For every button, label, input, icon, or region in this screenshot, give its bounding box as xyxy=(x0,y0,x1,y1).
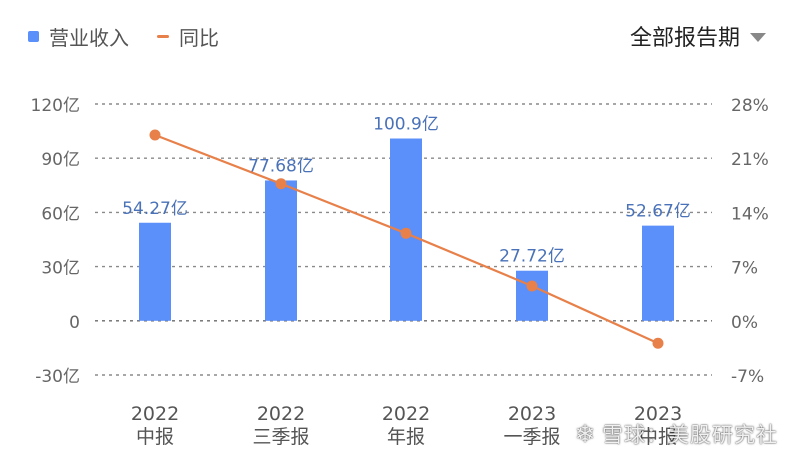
y-tick-label-right: 28% xyxy=(731,96,769,116)
legend-label-yoy: 同比 xyxy=(179,26,219,50)
x-tick-label: 2023 xyxy=(634,403,682,425)
y-tick-label-right: -7% xyxy=(731,367,764,387)
bar-value-label: 100.9亿 xyxy=(373,115,439,135)
revenue-bar xyxy=(265,180,297,321)
x-tick-label: 年报 xyxy=(387,426,425,448)
yoy-point xyxy=(652,337,664,349)
yoy-point xyxy=(526,280,538,292)
revenue-bar xyxy=(642,225,674,321)
legend-label-revenue: 营业收入 xyxy=(49,26,129,50)
y-tick-label-right: 21% xyxy=(731,150,769,170)
revenue-bar xyxy=(139,222,171,321)
y-tick-label-left: 60亿 xyxy=(41,204,80,224)
y-tick-label-left: 120亿 xyxy=(31,96,80,116)
x-tick-label: 中报 xyxy=(136,426,174,448)
yoy-point xyxy=(275,178,287,190)
legend-line-swatch xyxy=(157,35,169,38)
bar-value-label: 27.72亿 xyxy=(499,247,565,267)
y-tick-label-right: 7% xyxy=(731,259,758,279)
x-tick-label: 2023 xyxy=(508,403,556,425)
yoy-point xyxy=(400,227,412,239)
snowball-logo-icon: ❄ xyxy=(574,420,596,448)
legend-bar-swatch xyxy=(28,31,39,42)
watermark: ❄ 雪球：美股研究社 xyxy=(575,419,778,449)
bar-value-label: 52.67亿 xyxy=(625,202,691,222)
x-tick-label: 2022 xyxy=(382,403,430,425)
yoy-point xyxy=(149,129,161,141)
revenue-bar xyxy=(516,270,548,321)
y-tick-label-right: 0% xyxy=(731,313,758,333)
x-tick-label: 一季报 xyxy=(503,426,560,448)
watermark-text: 雪球：美股研究社 xyxy=(602,423,778,447)
x-tick-label: 2022 xyxy=(257,403,305,425)
x-tick-label: 三季报 xyxy=(252,426,309,448)
bar-value-label: 54.27亿 xyxy=(122,199,188,219)
y-tick-label-left: 30亿 xyxy=(41,259,80,279)
y-tick-label-left: 90亿 xyxy=(41,150,80,170)
x-tick-label: 2022 xyxy=(131,403,179,425)
period-dropdown[interactable]: 全部报告期 xyxy=(630,20,766,52)
caret-down-icon xyxy=(750,33,766,42)
y-tick-label-left: 0 xyxy=(69,313,80,333)
period-dropdown-value: 全部报告期 xyxy=(629,26,740,51)
bar-value-label: 77.68亿 xyxy=(248,156,314,176)
y-tick-label-right: 14% xyxy=(731,204,769,224)
legend-item-revenue[interactable]: 营业收入 xyxy=(28,22,129,51)
y-tick-label-left: -30亿 xyxy=(35,367,80,387)
chart-legend: 营业收入 同比 xyxy=(28,22,219,51)
x-tick-label: 中报 xyxy=(639,426,677,448)
legend-item-yoy[interactable]: 同比 xyxy=(157,22,219,51)
